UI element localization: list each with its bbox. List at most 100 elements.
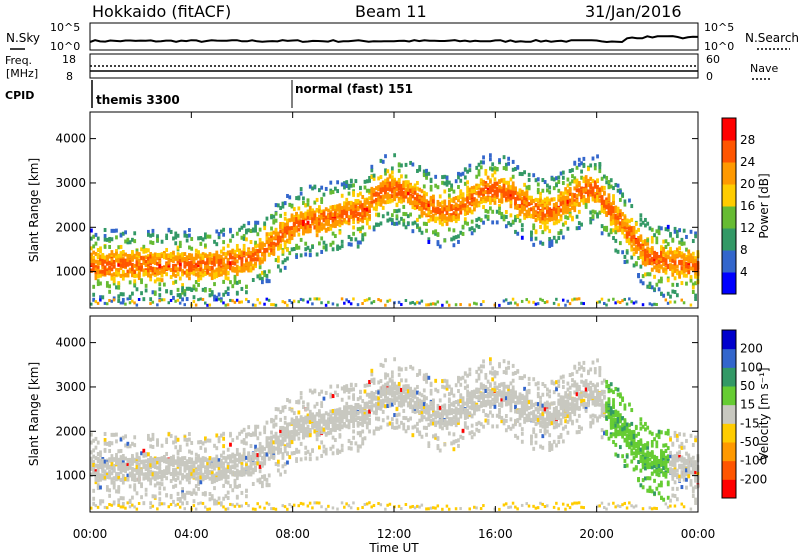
power-cell [397,177,401,182]
power-cell [662,293,666,298]
power-cell [384,182,387,187]
power-cell [153,290,157,295]
power-cell [484,208,488,213]
velocity-cell [181,473,184,478]
power-cell [188,286,191,291]
power-cell [304,241,308,246]
power-cell [543,205,547,210]
power-cell [648,261,652,266]
power-cell [313,297,316,301]
power-cell [208,293,212,298]
power-cell [242,266,246,271]
power-cell [188,272,191,277]
power-cell [137,258,141,263]
power-cell [290,232,294,237]
velocity-cell [135,491,139,496]
power-cell [96,274,100,279]
power-cell [603,201,606,206]
velocity-cell [197,477,200,482]
colorbar-swatch [722,140,736,163]
power-cell [165,236,169,241]
power-cell [555,212,558,217]
power-cell [648,283,652,288]
velocity-cell [108,493,112,498]
velocity-cell [151,472,155,477]
power-cell [532,205,536,210]
power-cell [397,163,401,168]
power-cell [169,229,173,234]
power-cell [493,184,497,189]
power-cell [345,197,349,202]
power-cell [457,206,460,211]
power-cell [274,211,278,216]
power-cell [242,223,246,228]
power-cell [607,211,611,216]
power-cell [612,206,615,211]
power-cell [509,200,513,205]
velocity-cell [240,462,244,467]
power-cell [201,297,205,301]
power-cell [425,221,428,226]
velocity-cell [185,466,189,471]
power-cell [345,211,349,216]
power-cell [178,240,182,245]
power-colorbar-tick: 16 [740,199,755,213]
power-cell [299,253,303,258]
power-cell [516,165,520,170]
velocity-cell [121,462,125,467]
power-cell [680,259,684,264]
power-cell [589,183,593,188]
power-cell [165,233,169,238]
power-cell [135,256,139,261]
power-cell [612,194,615,199]
power-cell [682,301,686,305]
power-cell [338,203,342,208]
velocity-cell [240,464,244,469]
velocity-cell [144,452,148,457]
power-cell [162,267,166,272]
velocity-cell [156,481,159,486]
power-cell [137,273,141,278]
velocity-cell [153,494,157,499]
velocity-cell [108,473,112,478]
power-cell [185,271,189,276]
velocity-cell [242,438,246,443]
velocity-cell [235,495,239,500]
velocity-cell [194,491,198,496]
power-cell [438,209,442,214]
power-cell [174,256,178,261]
velocity-cell [137,501,141,505]
power-cell [386,192,390,197]
power-cell [630,244,634,249]
power-cell [103,227,107,232]
power-cell [555,205,558,210]
velocity-cell [137,470,141,475]
power-cell [210,260,214,265]
power-cell [292,299,296,303]
velocity-cell [213,463,216,468]
power-cell [628,241,631,246]
power-cell [473,197,476,202]
power-cell [119,258,123,263]
power-cell [249,255,253,260]
power-cell [609,213,613,218]
power-cell [311,186,314,191]
power-cell [263,253,267,258]
power-cell [219,299,223,303]
power-cell [108,254,112,259]
velocity-cell [115,439,118,444]
power-cell [532,300,535,304]
power-cell [126,240,130,245]
power-cell [630,247,634,252]
power-cell [156,253,159,258]
freq-label: Freq. [5,54,32,67]
power-cell [479,160,483,165]
power-cell [231,261,235,266]
velocity-cell [121,465,125,470]
velocity-cell [215,471,219,476]
power-cell [349,178,353,183]
power-cell [518,204,522,209]
power-cell [267,232,271,237]
velocity-cell [215,454,219,459]
velocity-cell [117,503,120,507]
